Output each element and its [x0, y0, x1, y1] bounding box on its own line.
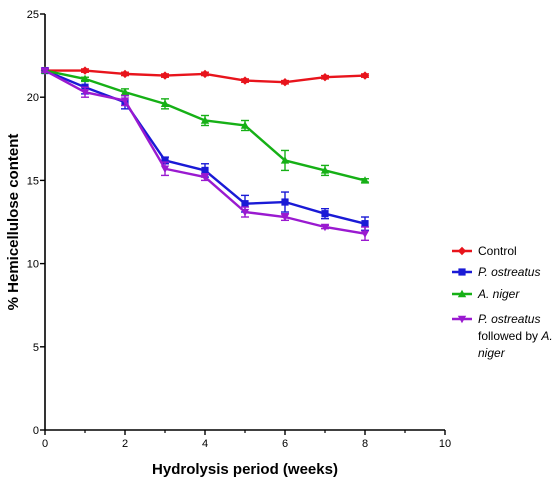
data-point — [120, 69, 130, 79]
data-point — [281, 198, 289, 206]
data-point — [240, 121, 250, 129]
y-tick-label: 15 — [27, 175, 39, 187]
y-tick-label: 5 — [33, 342, 39, 354]
legend-item-4: P. ostreatus followed by A. niger — [452, 312, 553, 360]
data-point — [321, 210, 329, 218]
legend: Control P. ostreatus A. niger P. ostreatus f… — [452, 244, 553, 360]
data-point — [160, 71, 170, 80]
x-tick-label: 2 — [122, 438, 128, 450]
data-point — [80, 74, 90, 83]
axes: 0 2 4 6 8 10 0 5 10 15 20 25 — [27, 9, 451, 450]
data-point — [241, 200, 249, 208]
legend-label: followed by A. — [478, 329, 553, 343]
data-point — [320, 73, 330, 82]
data-point — [80, 66, 90, 75]
x-tick-label: 6 — [282, 438, 288, 450]
y-tick-label: 10 — [27, 259, 39, 271]
y-tick-label: 20 — [27, 92, 39, 104]
series-line — [44, 69, 366, 235]
series-1 — [40, 66, 370, 87]
legend-item-2: P. ostreatus — [452, 265, 540, 279]
data-point — [280, 213, 290, 222]
data-point — [280, 156, 290, 164]
x-axis-title: Hydrolysis period (weeks) — [152, 461, 338, 478]
data-point — [120, 97, 130, 105]
x-tick-label: 0 — [42, 438, 48, 450]
legend-swatch-marker — [457, 289, 467, 298]
x-tick-label: 4 — [202, 438, 208, 450]
legend-label: P. ostreatus — [478, 265, 540, 279]
legend-swatch-marker — [457, 246, 467, 256]
data-point — [320, 223, 330, 232]
data-point — [361, 220, 369, 228]
y-tick-label: 0 — [33, 425, 39, 437]
legend-label: niger — [478, 346, 506, 360]
legend-swatch-marker — [458, 268, 466, 276]
data-point — [40, 67, 50, 75]
legend-label: Control — [478, 244, 517, 258]
data-point — [320, 166, 330, 174]
data-point — [360, 71, 370, 80]
legend-label: A. niger — [477, 287, 520, 301]
series-4 — [40, 67, 370, 242]
legend-label: P. ostreatus — [478, 312, 540, 326]
data-point — [240, 208, 250, 217]
legend-swatch-marker — [457, 315, 467, 324]
data-point — [160, 165, 170, 173]
x-tick-label: 10 — [439, 438, 451, 450]
series-3 — [40, 66, 370, 184]
series-layer — [40, 66, 370, 242]
data-point — [120, 88, 130, 96]
data-point — [161, 156, 169, 165]
data-point — [160, 99, 170, 108]
legend-item-1: Control — [452, 244, 517, 258]
legend-item-3: A. niger — [452, 287, 520, 301]
data-point — [360, 230, 370, 238]
data-point — [360, 176, 370, 184]
series-2 — [41, 66, 369, 232]
data-point — [200, 116, 210, 124]
data-point — [200, 173, 210, 182]
data-point — [280, 78, 290, 87]
x-tick-label: 8 — [362, 438, 368, 450]
data-point — [201, 166, 209, 175]
data-point — [80, 89, 90, 97]
data-point — [200, 69, 210, 79]
y-tick-label: 25 — [27, 9, 39, 21]
data-point — [240, 76, 250, 85]
y-axis-title: % Hemicellulose content — [5, 134, 22, 311]
